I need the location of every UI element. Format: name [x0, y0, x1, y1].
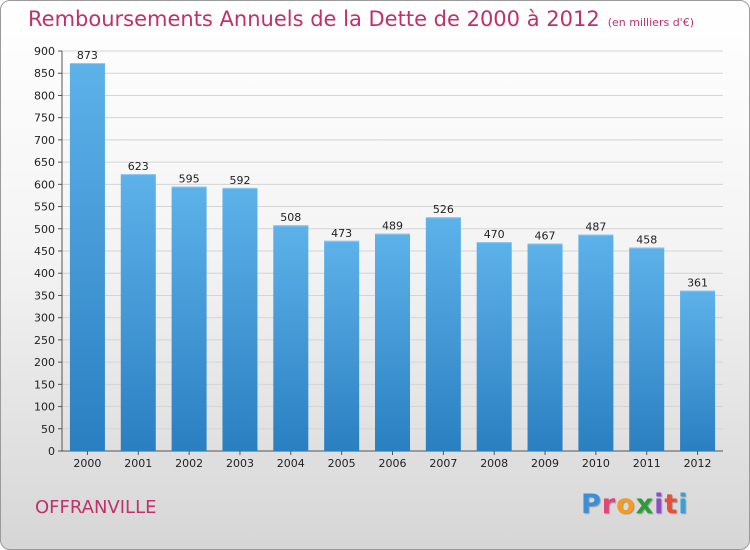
bar-value-label: 595 — [179, 173, 200, 186]
y-tick-label: 450 — [34, 245, 55, 258]
labels: 0 50 100 150 200 250 300 350 400 450 500 550 600 650 7… — [34, 45, 712, 470]
bar-value-label: 592 — [229, 174, 250, 187]
bar — [680, 290, 716, 451]
bar-value-label: 467 — [535, 229, 556, 242]
bar — [222, 187, 258, 451]
y-tick-label: 900 — [34, 45, 55, 58]
chart-unit: (en milliers d'€) — [607, 16, 694, 29]
bar-value-label: 473 — [331, 227, 352, 240]
bar-value-label: 873 — [77, 49, 98, 62]
y-tick-label: 0 — [48, 445, 55, 458]
chart-title: Remboursements Annuels de la Dette de 20… — [28, 7, 694, 31]
y-tick-label: 350 — [34, 289, 55, 302]
y-tick-label: 300 — [34, 312, 55, 325]
x-tick-label: 2003 — [226, 457, 254, 470]
logo-letter: i — [678, 489, 689, 520]
x-tick-label: 2000 — [73, 457, 101, 470]
bar-value-label: 361 — [687, 277, 708, 290]
x-tick-label: 2009 — [531, 457, 559, 470]
bar-value-label: 508 — [280, 211, 301, 224]
y-tick-label: 800 — [34, 89, 55, 102]
y-tick-label: 650 — [34, 156, 55, 169]
x-tick-label: 2001 — [124, 457, 152, 470]
bar — [425, 217, 461, 451]
x-tick-label: 2005 — [328, 457, 356, 470]
bar-value-label: 458 — [636, 233, 657, 246]
x-tick-label: 2010 — [582, 457, 610, 470]
x-tick-label: 2012 — [684, 457, 712, 470]
x-tick-label: 2007 — [429, 457, 457, 470]
y-tick-label: 50 — [41, 423, 55, 436]
bar-value-label: 623 — [128, 160, 149, 173]
y-tick-label: 850 — [34, 67, 55, 80]
bar — [476, 242, 512, 451]
bars — [69, 63, 716, 452]
bar — [120, 174, 156, 451]
bar — [69, 63, 105, 451]
bar — [629, 247, 665, 451]
y-tick-label: 150 — [34, 378, 55, 391]
logo-letter: P — [581, 489, 602, 520]
bar — [578, 234, 614, 451]
logo-letter: o — [616, 489, 636, 520]
x-tick-label: 2006 — [379, 457, 407, 470]
x-tick-label: 2004 — [277, 457, 305, 470]
proxiti-logo: Proxiti — [581, 489, 689, 520]
chart-title-text: Remboursements Annuels de la Dette de 20… — [28, 7, 600, 31]
bar — [273, 225, 309, 451]
bar — [324, 240, 360, 451]
bar — [375, 233, 410, 451]
x-tick-label: 2008 — [480, 457, 508, 470]
y-tick-label: 200 — [34, 356, 55, 369]
y-tick-label: 700 — [34, 134, 55, 147]
y-tick-label: 600 — [34, 178, 55, 191]
y-tick-label: 100 — [34, 401, 55, 414]
y-tick-label: 750 — [34, 112, 55, 125]
logo-letter: i — [654, 489, 665, 520]
y-tick-label: 550 — [34, 201, 55, 214]
bar-value-label: 470 — [484, 228, 505, 241]
x-tick-label: 2002 — [175, 457, 203, 470]
x-tick-label: 2011 — [633, 457, 661, 470]
bar — [171, 186, 207, 452]
city-name: OFFRANVILLE — [35, 497, 157, 518]
y-tick-label: 400 — [34, 267, 55, 280]
y-tick-label: 500 — [34, 223, 55, 236]
bar-value-label: 487 — [585, 221, 606, 234]
bar-value-label: 489 — [382, 220, 403, 233]
y-tick-label: 250 — [34, 334, 55, 347]
bar — [527, 243, 563, 451]
logo-letter: t — [664, 489, 679, 520]
logo-letter: x — [635, 489, 655, 520]
bar-value-label: 526 — [433, 203, 454, 216]
logo-letter: r — [601, 489, 617, 520]
